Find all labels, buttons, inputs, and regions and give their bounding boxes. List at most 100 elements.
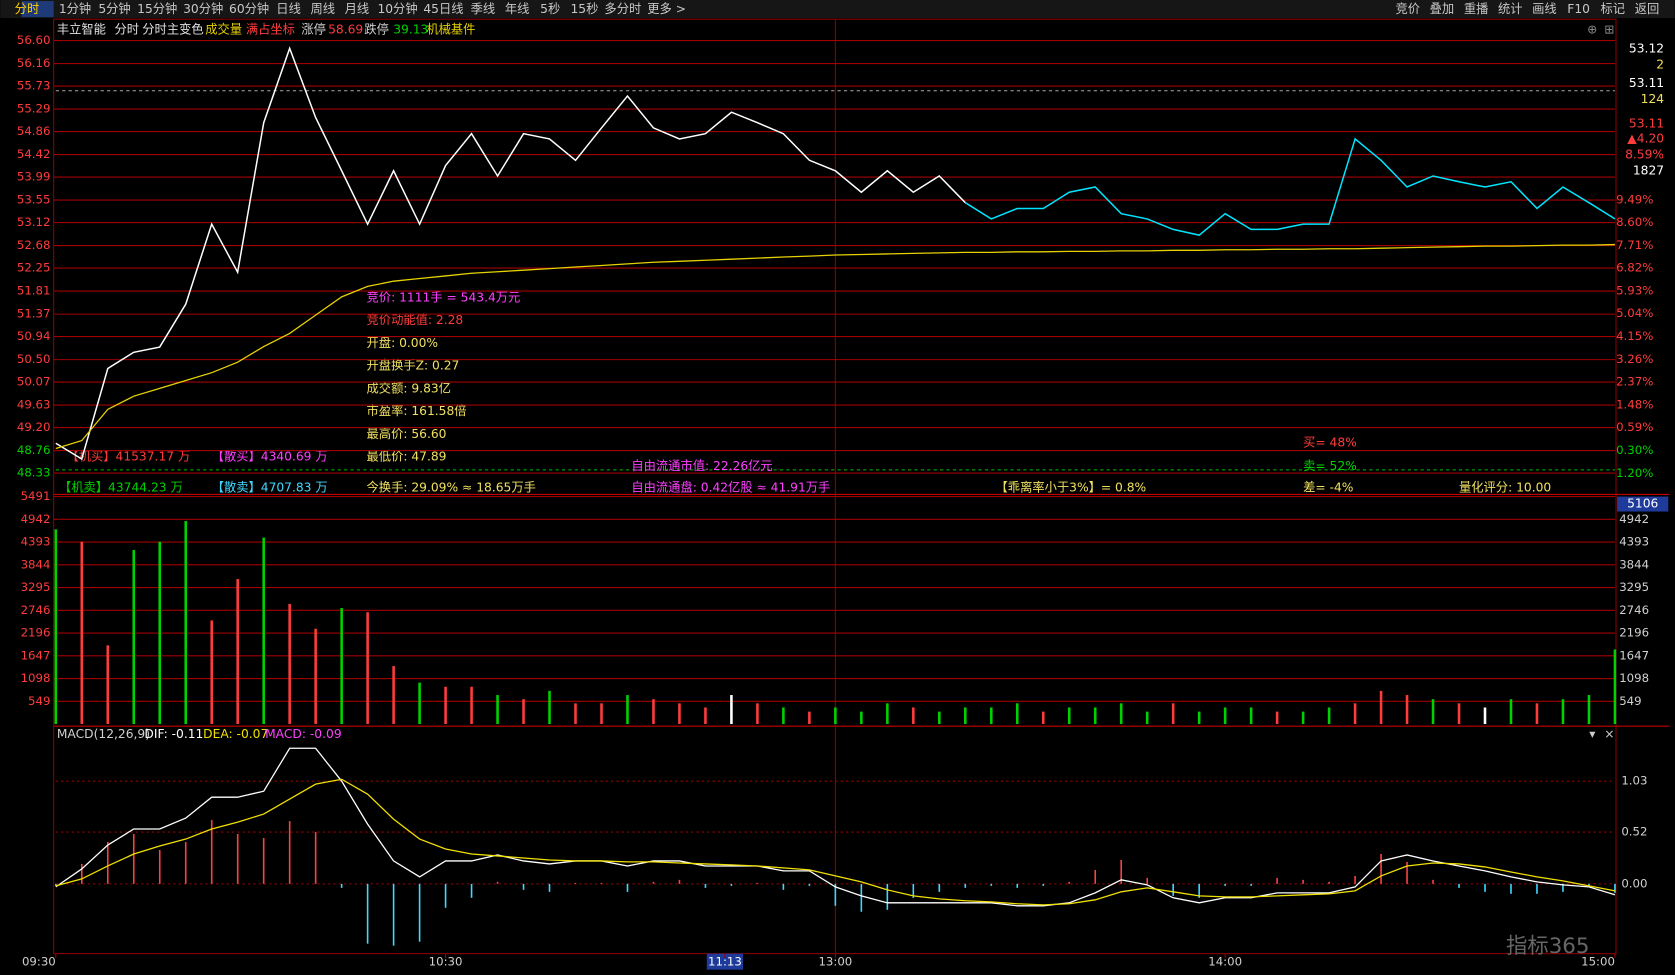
toolbar-tab[interactable]: 45日线 <box>423 2 463 16</box>
volume-bar <box>1353 703 1357 725</box>
toolbar-tab[interactable]: 多分时 <box>604 2 641 16</box>
toolbar-tab[interactable]: 60分钟 <box>229 1 269 16</box>
volume-bar <box>1041 711 1045 725</box>
y-tick-label: 50.50 <box>17 352 51 366</box>
toolbar-tab[interactable]: 日线 <box>276 2 301 16</box>
toolbar-button[interactable]: 竞价 <box>1395 2 1420 16</box>
toolbar-button[interactable]: 返回 <box>1635 2 1660 16</box>
y-tick-label: 50.94 <box>17 329 51 343</box>
settings-icon[interactable]: ⊞ <box>1604 22 1614 36</box>
header-item: 39.13 <box>393 22 428 36</box>
order-panel-item: ▲4.20 <box>1627 131 1664 145</box>
toolbar-button[interactable]: 标记 <box>1601 2 1626 16</box>
volume-bar <box>730 695 733 725</box>
volume-bar <box>366 612 369 725</box>
stat-line: 差= -4% <box>1303 481 1353 495</box>
toolbar-bg <box>0 0 1675 19</box>
header-item: 跌停 <box>364 21 389 36</box>
y2-tick-label: 5.04% <box>1616 306 1653 320</box>
toolbar-button[interactable]: F10 <box>1567 2 1590 16</box>
y-tick-label-right: 1647 <box>1619 648 1649 662</box>
toolbar-tab[interactable]: 分时 <box>15 2 40 16</box>
header-item: 涨停 <box>301 21 326 36</box>
toolbar-tab[interactable]: 季线 <box>471 2 496 16</box>
y-tick-label: 4393 <box>21 535 51 549</box>
toolbar-tab[interactable]: 15分钟 <box>137 1 177 16</box>
y-tick-label: 2746 <box>21 603 51 617</box>
toolbar-button[interactable]: 重播 <box>1464 2 1489 16</box>
info-line: 开盘: 0.00% <box>367 335 439 350</box>
dropdown-icon[interactable]: ▾ <box>1589 727 1596 741</box>
info-line: 市盈率: 161.58倍 <box>367 403 467 418</box>
toolbar-tab[interactable]: 年线 <box>505 2 530 16</box>
y-tick-label-right: 4942 <box>1619 512 1649 526</box>
info-line: 今换手: 29.09% ≈ 18.65万手 <box>367 480 536 495</box>
close-icon[interactable]: × <box>1604 727 1614 741</box>
stat-line: 量化评分: 10.00 <box>1459 481 1551 495</box>
y-tick-label: 549 <box>28 694 50 708</box>
y-tick-label: 48.33 <box>17 466 51 480</box>
legend-entry: DEA: -0.07 <box>203 727 268 741</box>
y-tick-label-right: 3295 <box>1619 580 1649 594</box>
volume-bar <box>886 703 889 725</box>
toolbar-tab[interactable]: 5分钟 <box>98 1 130 16</box>
flow-label: 【散卖】4707.83 万 <box>212 480 328 495</box>
x-tick-label: 13:00 <box>818 955 852 969</box>
y-tick-label: 0.00 <box>1621 876 1647 890</box>
info-line: 开盘换手Z: 0.27 <box>367 358 460 373</box>
y-tick-label: 49.63 <box>17 398 51 412</box>
header-item: 丰立智能 <box>57 21 106 36</box>
toolbar-button[interactable]: 叠加 <box>1430 2 1455 16</box>
volume-bar <box>1145 711 1149 725</box>
volume-bar <box>262 537 265 725</box>
toolbar-tab[interactable]: 30分钟 <box>183 1 223 16</box>
y-tick-label-right: 4393 <box>1619 535 1649 549</box>
toolbar-tab[interactable]: 周线 <box>310 2 335 16</box>
watermark: 指标365 <box>1506 934 1589 959</box>
y-tick-label: 53.12 <box>17 215 51 229</box>
toolbar-tab[interactable]: 更多 > <box>647 2 686 16</box>
y-tick-label: 3844 <box>21 557 51 571</box>
y-tick-label: 54.86 <box>17 124 51 138</box>
cursor-box <box>1617 496 1669 512</box>
volume-bar <box>522 699 525 725</box>
volume-bar <box>132 550 136 725</box>
info-line: 竞价: 1111手 = 543.4万元 <box>367 290 521 304</box>
header-item: 分时主变色 <box>142 21 203 36</box>
y-tick-label: 54.42 <box>17 147 51 161</box>
y-tick-label: 2196 <box>21 626 51 640</box>
y2-tick-label: 1.48% <box>1616 397 1653 411</box>
y-tick-label-right: 1098 <box>1619 671 1649 685</box>
volume-bar <box>1197 711 1201 725</box>
volume-bar <box>210 620 213 725</box>
toolbar-tab[interactable]: 10分钟 <box>377 1 417 16</box>
volume-bar <box>106 645 110 725</box>
header-item: 满占坐标 <box>246 21 295 36</box>
header-item: 成交量 <box>205 21 242 36</box>
volume-bar <box>964 707 967 725</box>
volume-bar <box>1587 695 1591 725</box>
y-tick-label: 55.29 <box>17 102 51 116</box>
expand-icon[interactable]: ⊕ <box>1587 22 1597 36</box>
y-tick-label: 53.55 <box>17 193 51 207</box>
y2-tick-label: 7.71% <box>1616 238 1653 252</box>
volume-bar <box>1483 707 1487 725</box>
toolbar-button[interactable]: 统计 <box>1498 2 1523 16</box>
y-tick-label: 3295 <box>21 580 51 594</box>
y-tick-label: 55.73 <box>17 79 51 93</box>
volume-bar <box>418 682 421 725</box>
x-tick-label: 14:00 <box>1208 955 1242 969</box>
toolbar-tab[interactable]: 月线 <box>345 2 370 16</box>
y-tick-label: 48.76 <box>17 443 51 457</box>
volume-bar <box>1171 703 1175 725</box>
volume-bar <box>574 703 577 725</box>
toolbar-tab[interactable]: 1分钟 <box>59 1 91 16</box>
y2-tick-label: 8.60% <box>1616 215 1653 229</box>
cursor-time-bg <box>706 953 744 970</box>
toolbar-tab[interactable]: 5秒 <box>540 2 560 16</box>
toolbar-button[interactable]: 画线 <box>1532 2 1557 16</box>
toolbar-tab[interactable]: 15秒 <box>570 2 598 16</box>
y-tick-label: 1098 <box>21 671 51 685</box>
volume-bar <box>288 603 291 725</box>
legend-entry: MACD: -0.09 <box>265 727 342 741</box>
